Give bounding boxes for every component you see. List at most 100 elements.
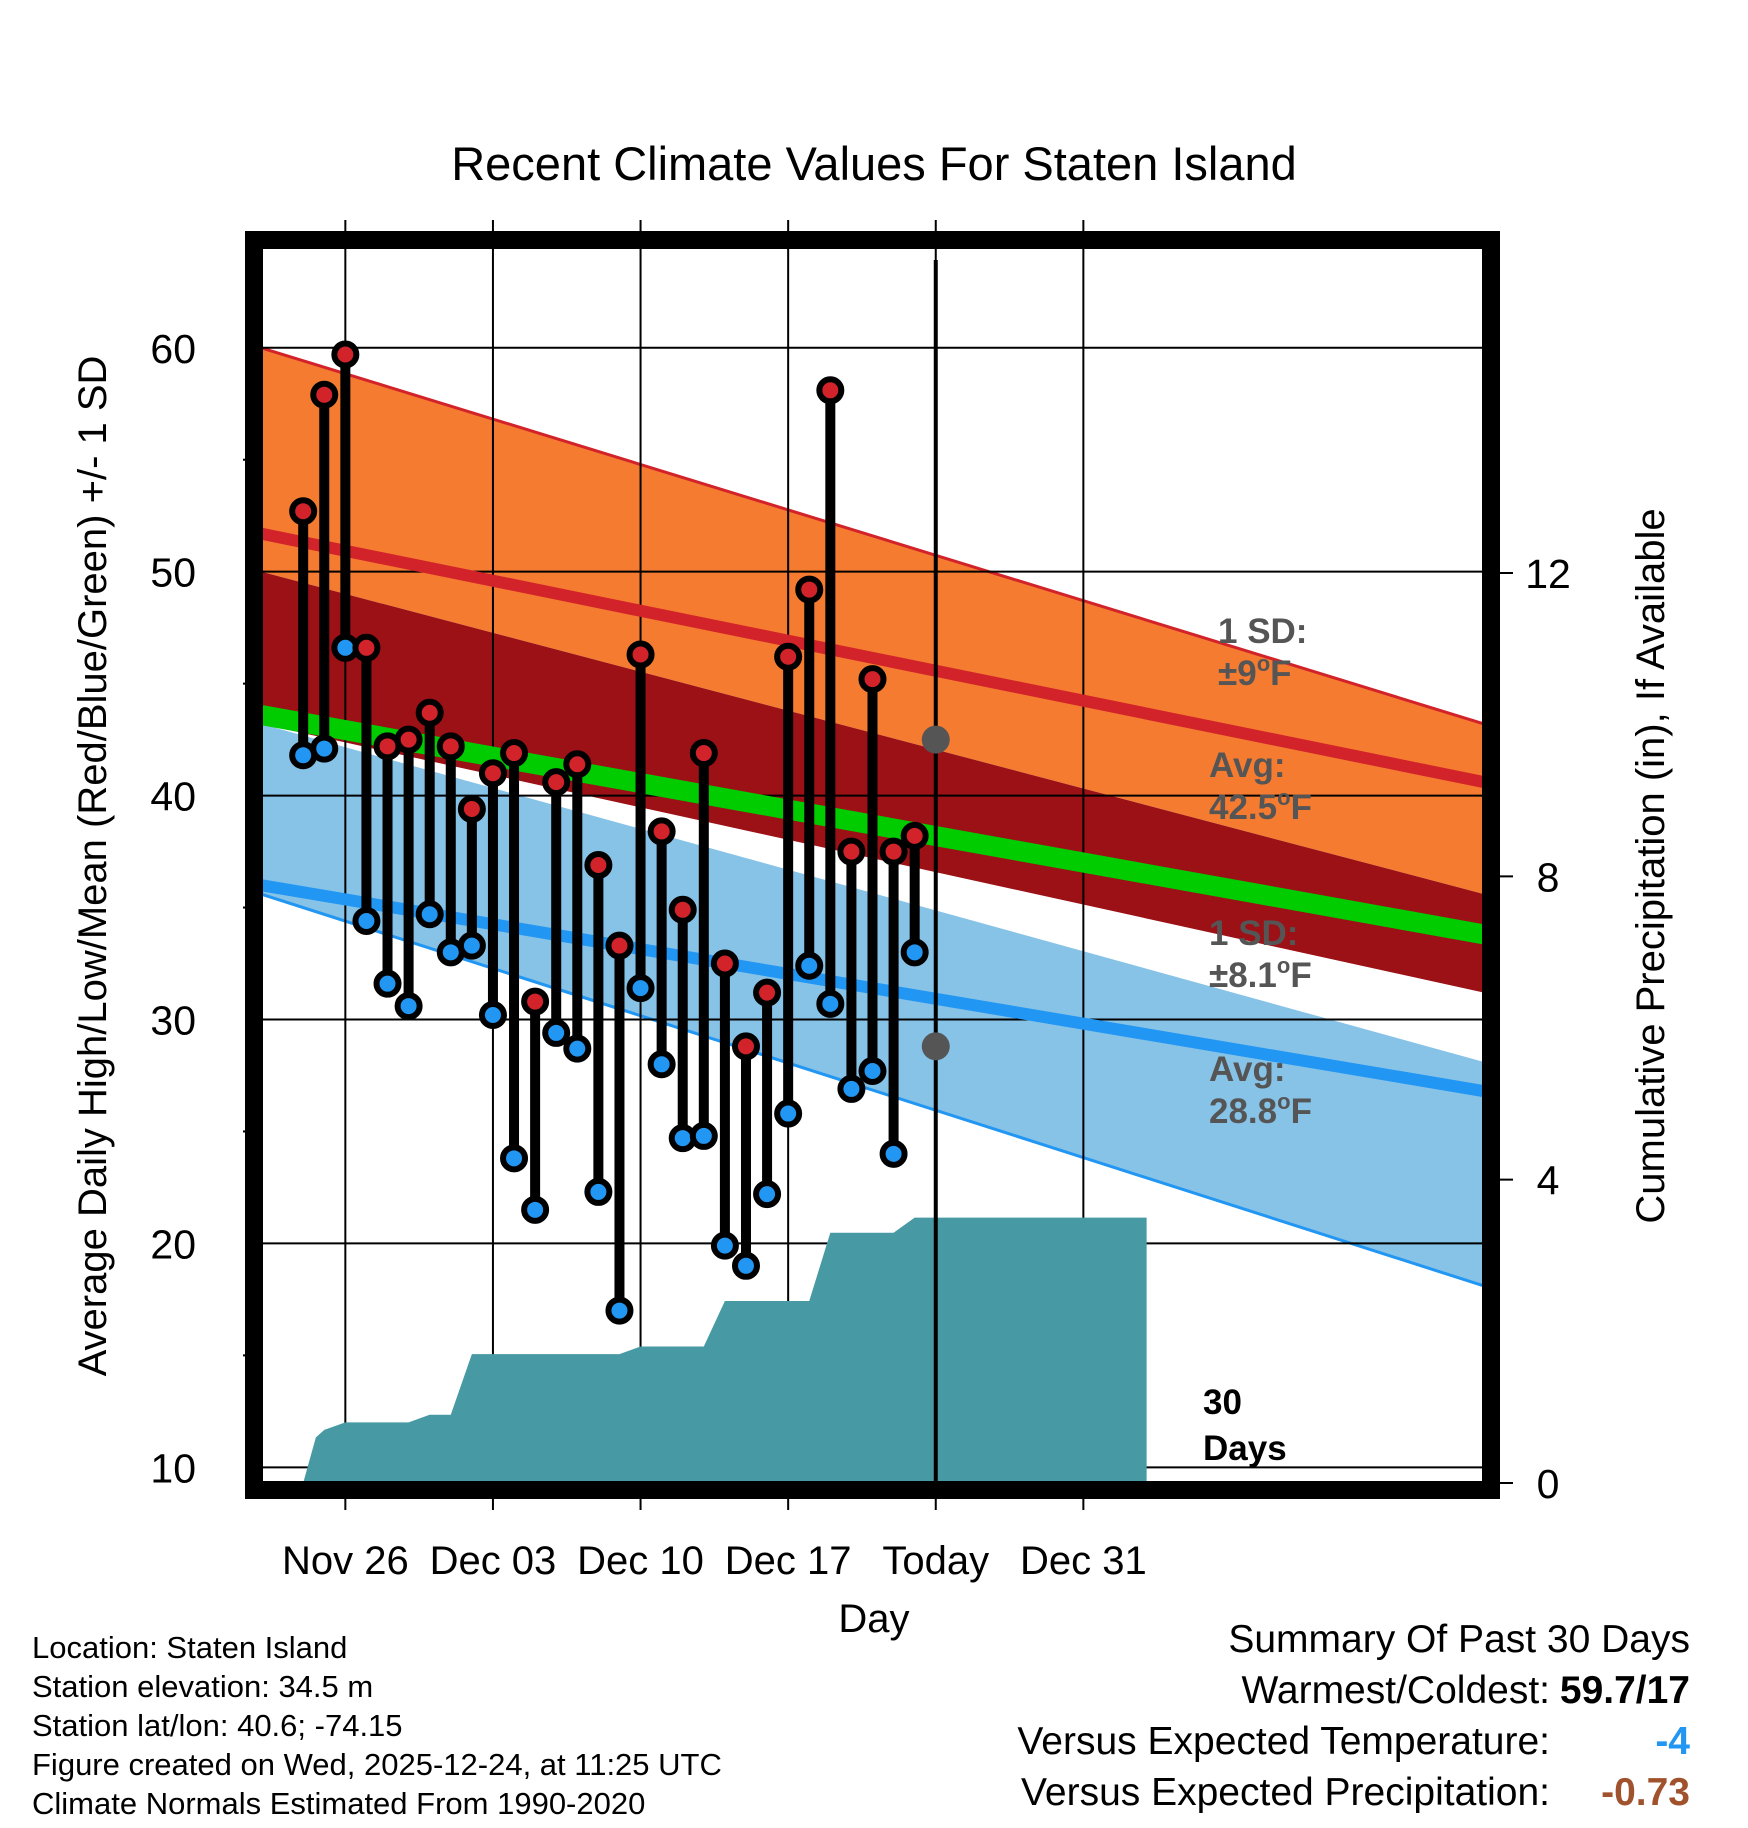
x-tick-label: Nov 26 — [282, 1539, 409, 1583]
low-avg-label-line2: 28.8oF — [1209, 1089, 1312, 1131]
high-sd-label-line1: 1 SD: — [1218, 612, 1307, 651]
low-point — [647, 1050, 676, 1079]
precip-area — [282, 1217, 1147, 1483]
high-point — [605, 931, 634, 960]
high-point — [436, 732, 465, 761]
right-tick-label: 8 — [1537, 854, 1560, 900]
left-tick-label: 10 — [150, 1445, 196, 1491]
info-latlon: Station lat/lon: 40.6; -74.15 — [32, 1708, 403, 1743]
left-tick-label: 60 — [150, 326, 196, 372]
high-point — [584, 851, 613, 879]
low-point — [816, 989, 845, 1018]
warmest-label: Warmest/Coldest: — [1241, 1669, 1550, 1712]
right-tick-label: 4 — [1537, 1158, 1560, 1204]
high-avg-marker — [921, 725, 950, 754]
low-point — [731, 1251, 760, 1280]
low-point — [879, 1139, 908, 1168]
summary-title: Summary Of Past 30 Days — [1228, 1618, 1690, 1661]
summary-panel: Summary Of Past 30 Days Warmest/Coldest:… — [1017, 1618, 1690, 1822]
right-tick-label: 12 — [1525, 551, 1571, 597]
high-point — [542, 768, 571, 797]
high-point — [563, 750, 592, 779]
low-point — [457, 931, 486, 960]
low-avg-label-line1: Avg: — [1209, 1050, 1285, 1089]
left-axis-label: Average Daily High/Low/Mean (Red/Blue/Gr… — [71, 356, 115, 1377]
right-axis-label: Cumulative Precipitation (in), If Availa… — [1629, 508, 1673, 1223]
low-point — [521, 1195, 550, 1224]
info-normals: Climate Normals Estimated From 1990-2020 — [32, 1786, 646, 1821]
high-point — [753, 978, 782, 1007]
summary-warmest-row: Warmest/Coldest: 59.7/17 — [1017, 1669, 1690, 1720]
warmest-value: 59.7/17 — [1559, 1669, 1690, 1712]
left-tick-label: 20 — [150, 1221, 196, 1267]
x-axis-label: Day — [838, 1597, 909, 1641]
low-sd-lower-line — [260, 892, 1485, 1288]
low-point — [710, 1231, 739, 1260]
low-point — [352, 906, 381, 935]
high-point — [731, 1032, 760, 1061]
high-normal-line — [259, 527, 1486, 789]
chart-title: Recent Climate Values For Staten Island — [451, 137, 1297, 190]
high-point — [331, 340, 360, 369]
summary-precip-row: Versus Expected Precipitation: -0.73 — [1017, 1771, 1690, 1822]
summary-title-row: Summary Of Past 30 Days — [1017, 1618, 1690, 1669]
low-point — [858, 1057, 887, 1085]
x-tick-label: Today — [882, 1539, 989, 1583]
summary-temp-row: Versus Expected Temperature: -4 — [1017, 1720, 1690, 1771]
high-avg-label-line2: 42.5oF — [1209, 785, 1312, 827]
high-point — [310, 380, 339, 409]
high-point — [352, 633, 381, 662]
plot-frame — [245, 231, 1500, 1499]
x-tick-label: Dec 10 — [577, 1539, 704, 1583]
low-point — [478, 1001, 507, 1030]
high-point — [478, 759, 507, 788]
x-tick-label: Dec 03 — [430, 1539, 557, 1583]
high-point — [626, 640, 655, 669]
low-point — [605, 1296, 634, 1325]
high-point — [394, 725, 423, 754]
high-point — [668, 895, 697, 924]
precip-value: -0.73 — [1601, 1771, 1690, 1814]
low-avg-marker — [921, 1032, 950, 1061]
left-tick-label: 50 — [150, 550, 196, 596]
high-point — [858, 665, 887, 694]
high-point — [837, 837, 866, 866]
high-point — [774, 642, 803, 671]
low-point — [774, 1099, 803, 1128]
high-point — [500, 739, 529, 768]
low-point — [584, 1177, 613, 1206]
temp-label: Versus Expected Temperature: — [1017, 1720, 1550, 1763]
low-point — [689, 1121, 718, 1150]
precip-label: Versus Expected Precipitation: — [1021, 1771, 1550, 1814]
left-tick-label: 30 — [150, 998, 196, 1044]
high-sd-label-line2: ±9oF — [1218, 651, 1292, 693]
axes: 10 20 30 40 50 60 0 4 8 12 Nov 26 Dec 03 Dec 10 Dec 1… — [150, 326, 1570, 1583]
right-tick-label: 0 — [1537, 1461, 1560, 1507]
x-tick-label: Dec 17 — [725, 1539, 852, 1583]
high-point — [289, 497, 318, 526]
left-tick-label: 40 — [150, 774, 196, 820]
low-sd-label-line2: ±8.1oF — [1209, 953, 1312, 995]
low-sd-label-line1: 1 SD: — [1209, 914, 1298, 953]
high-point — [795, 575, 824, 604]
low-point — [373, 969, 402, 998]
x-tick-label: Dec 31 — [1020, 1539, 1147, 1583]
low-point — [626, 974, 655, 1003]
high-point — [816, 376, 845, 405]
precipitation-area — [282, 1217, 1147, 1483]
low-point — [795, 951, 824, 980]
high-avg-label-line1: Avg: — [1209, 746, 1285, 785]
low-point — [900, 938, 929, 967]
daily-range-bars — [289, 340, 929, 1325]
low-point — [753, 1180, 782, 1209]
low-point — [542, 1018, 571, 1047]
low-point — [310, 734, 339, 763]
low-point — [415, 900, 444, 929]
high-point — [647, 817, 676, 846]
station-info: Location: Staten Island Station elevatio… — [32, 1628, 722, 1823]
high-sd-band — [261, 347, 1484, 895]
high-point — [900, 821, 929, 850]
info-location: Location: Staten Island — [32, 1630, 348, 1665]
days-label-line2: Days — [1203, 1429, 1287, 1468]
